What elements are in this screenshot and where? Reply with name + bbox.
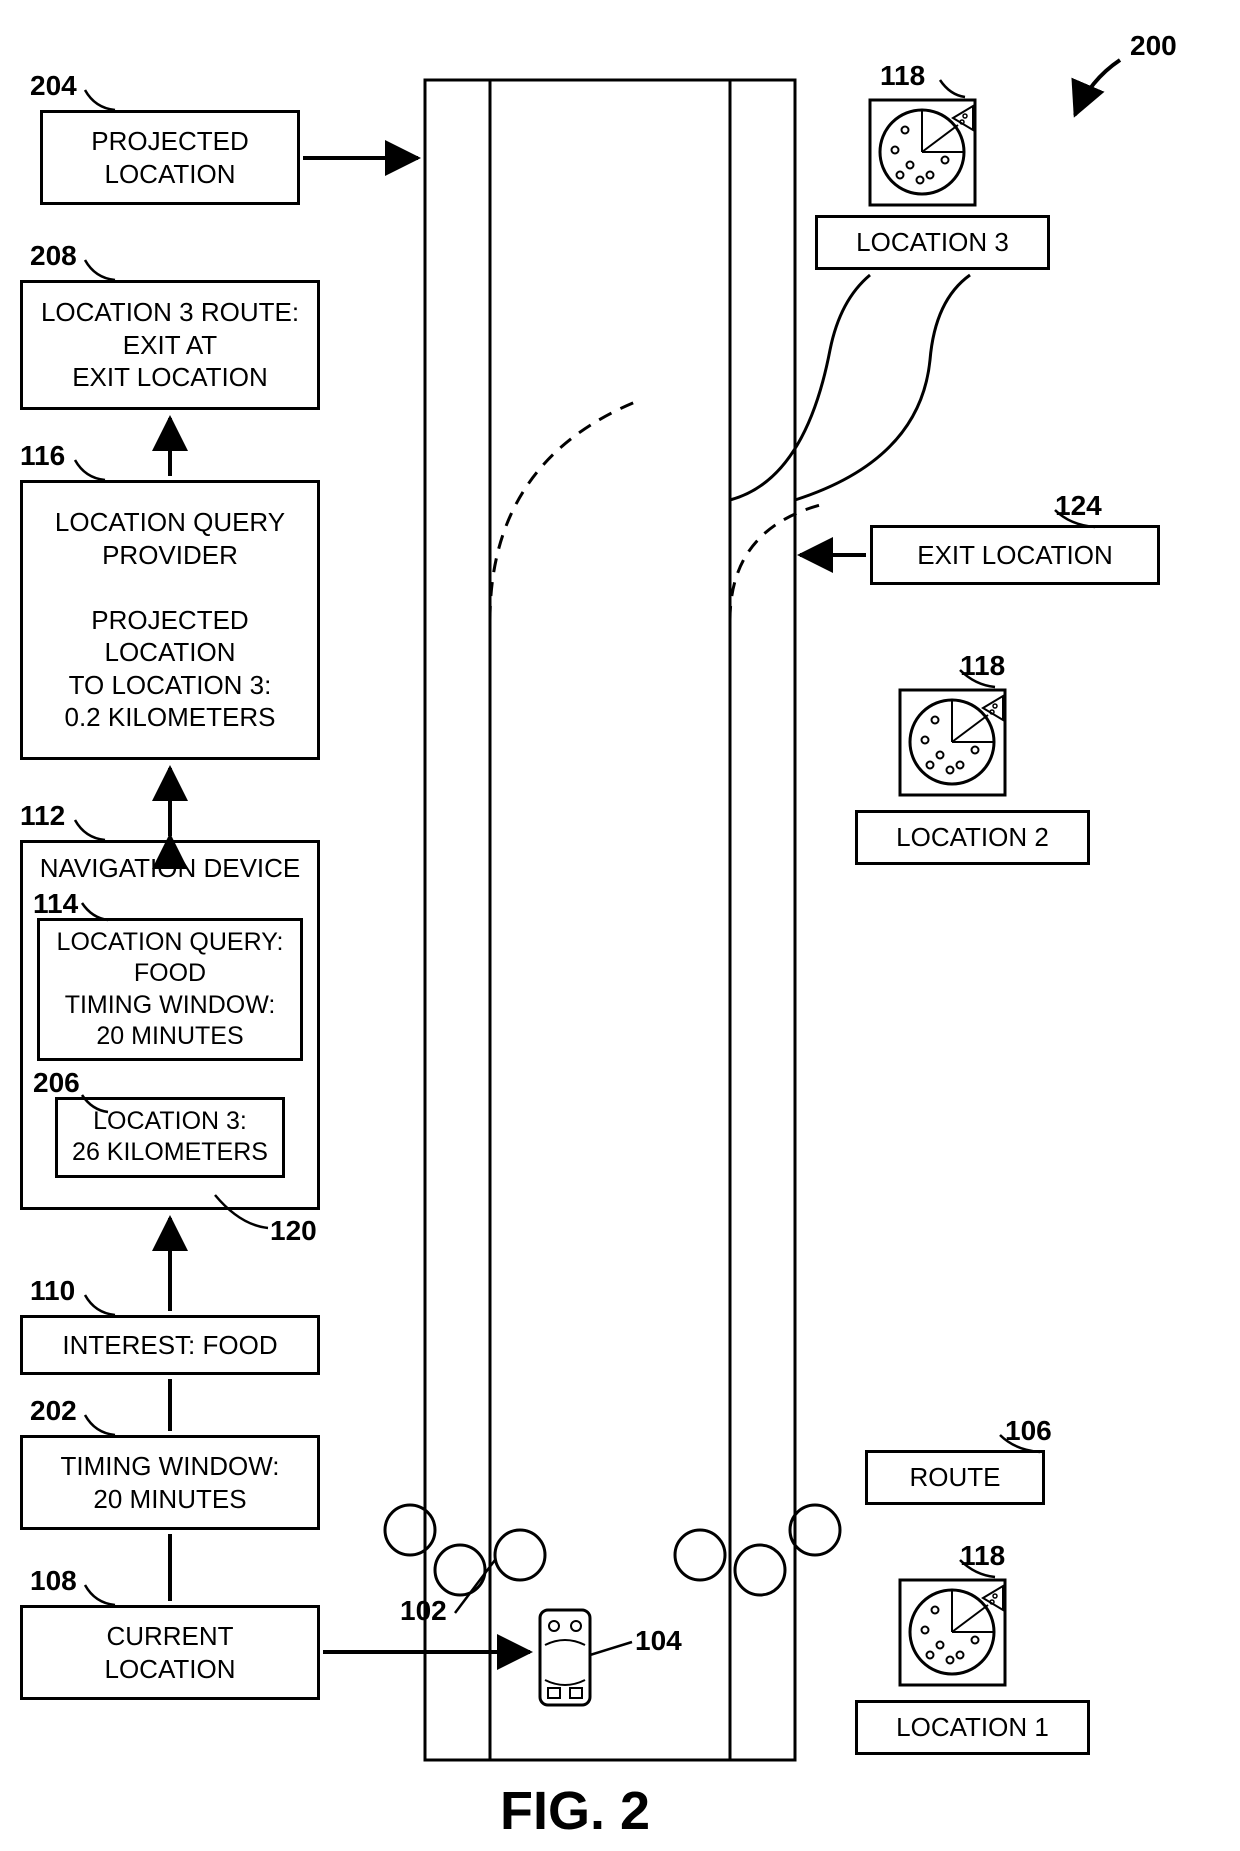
ref-118a: 118: [880, 60, 925, 92]
ref-106: 106: [1005, 1415, 1052, 1447]
box-location3: LOCATION 3: [815, 215, 1050, 270]
box-location1: LOCATION 1: [855, 1700, 1090, 1755]
box-nav-device: NAVIGATION DEVICE 114 LOCATION QUERY: FO…: [20, 840, 320, 1210]
box-interest: INTEREST: FOOD: [20, 1315, 320, 1375]
box-timing: TIMING WINDOW: 20 MINUTES: [20, 1435, 320, 1530]
box-current: CURRENT LOCATION: [20, 1605, 320, 1700]
ref-202: 202: [30, 1395, 77, 1427]
box-provider: LOCATION QUERY PROVIDER PROJECTED LOCATI…: [20, 480, 320, 760]
ref-116: 116: [20, 440, 65, 472]
nav-device-title: NAVIGATION DEVICE: [37, 853, 303, 884]
figure-canvas: 200 204 PROJECTED LOCATION 208 LOCATION …: [0, 0, 1240, 1851]
ref-114: 114: [33, 888, 303, 920]
ref-112: 112: [20, 800, 65, 832]
ref-118c: 118: [960, 1540, 1005, 1572]
pizza-icon-2: [900, 690, 1005, 795]
ref-124: 124: [1055, 490, 1102, 522]
ref-204: 204: [30, 70, 77, 102]
ref-104: 104: [635, 1625, 682, 1657]
ref-102: 102: [400, 1595, 447, 1627]
ref-200: 200: [1130, 30, 1177, 62]
figure-title: FIG. 2: [500, 1780, 650, 1842]
box-location2: LOCATION 2: [855, 810, 1090, 865]
box-loc3-dist: LOCATION 3: 26 KILOMETERS: [55, 1097, 285, 1178]
vehicle-icon: [540, 1610, 590, 1705]
pizza-icon-1: [900, 1580, 1005, 1685]
ref-110: 110: [30, 1275, 75, 1307]
ref-118b: 118: [960, 650, 1005, 682]
box-route: ROUTE: [865, 1450, 1045, 1505]
pizza-icon-3: [870, 100, 975, 205]
ref-108: 108: [30, 1565, 77, 1597]
box-query: LOCATION QUERY: FOOD TIMING WINDOW: 20 M…: [37, 918, 303, 1061]
ref-120: 120: [270, 1215, 317, 1247]
ref-206: 206: [33, 1067, 303, 1099]
box-projected-location: PROJECTED LOCATION: [40, 110, 300, 205]
box-exit-location: EXIT LOCATION: [870, 525, 1160, 585]
box-loc3-route: LOCATION 3 ROUTE: EXIT AT EXIT LOCATION: [20, 280, 320, 410]
ref-208: 208: [30, 240, 77, 272]
